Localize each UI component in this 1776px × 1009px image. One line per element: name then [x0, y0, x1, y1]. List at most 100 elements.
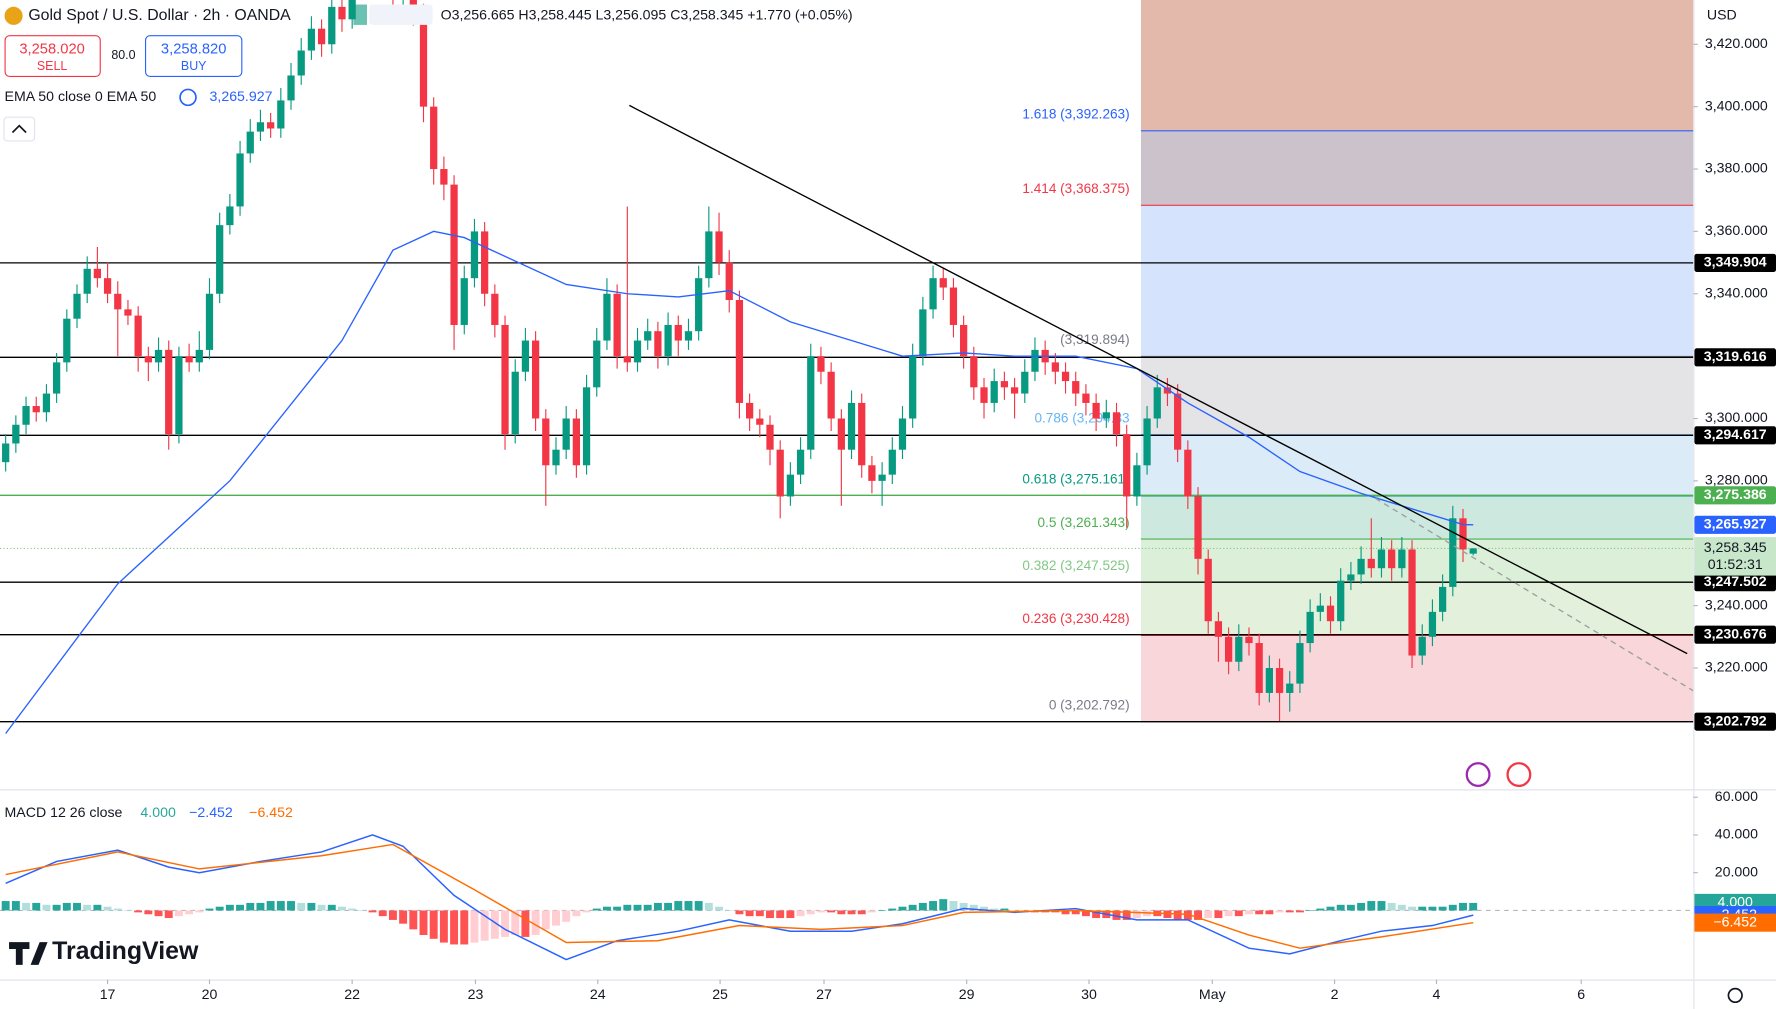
candle-body: [1082, 393, 1090, 403]
candle-body: [52, 362, 61, 394]
macd-histogram-bar: [358, 910, 367, 912]
fib-label: 0.382 (3,247.525): [1022, 558, 1129, 573]
candle-body: [481, 231, 489, 294]
sell-button[interactable]: [4, 35, 101, 78]
fib-zone: [1140, 539, 1694, 583]
macd-histogram-bar: [898, 906, 907, 911]
macd-histogram-bar: [62, 902, 71, 911]
macd-histogram-bar: [1112, 910, 1121, 920]
candle-body: [1438, 586, 1447, 612]
candle-body: [175, 356, 183, 435]
macd-histogram-bar: [806, 910, 815, 915]
flag-icon[interactable]: [1506, 762, 1532, 788]
candle-body: [32, 406, 40, 413]
macd-histogram-bar: [1000, 908, 1009, 911]
candle-body: [664, 324, 672, 357]
macd-histogram-bar: [1173, 910, 1182, 920]
candle-body: [1367, 558, 1375, 569]
candle-body: [1408, 549, 1416, 656]
candle-body: [756, 418, 764, 425]
macd-histogram-bar: [338, 906, 346, 911]
header-icons[interactable]: [369, 4, 433, 25]
countdown: 01:52:31: [1708, 556, 1763, 572]
symbol-icon: [4, 6, 23, 25]
ema-refresh-icon[interactable]: [179, 88, 197, 107]
candle-body: [603, 293, 611, 341]
macd-histogram-bar: [276, 901, 285, 911]
macd-histogram-bar: [704, 902, 713, 911]
macd-y-tick-label: 60.000: [1715, 788, 1758, 804]
macd-histogram-bar: [1061, 910, 1070, 915]
event-icon[interactable]: [1465, 762, 1491, 788]
macd-histogram-bar: [123, 910, 132, 912]
macd-histogram-bar: [602, 906, 611, 911]
macd-line-legend: −2.452: [189, 804, 233, 820]
macd-histogram-bar: [582, 910, 591, 913]
macd-histogram-bar: [633, 904, 642, 911]
collapse-button[interactable]: [3, 116, 36, 142]
buy-button[interactable]: [144, 35, 243, 78]
candle-body: [307, 28, 316, 51]
macd-histogram-bar: [439, 910, 448, 943]
macd-histogram-bar: [1010, 910, 1019, 912]
candle-body: [735, 300, 744, 403]
macd-histogram-bar: [1438, 906, 1447, 911]
price-badge: [1694, 573, 1776, 592]
macd-histogram-bar: [1346, 904, 1355, 911]
macd-histogram-bar: [1377, 901, 1386, 911]
candle-body: [827, 371, 835, 419]
candle-body: [715, 231, 723, 263]
macd-histogram-bar: [134, 910, 143, 913]
fib-zone: [1140, 0, 1694, 131]
candle-body: [1061, 371, 1070, 382]
candle-body: [205, 293, 214, 350]
candle-body: [267, 122, 275, 129]
macd-histogram-bar: [684, 901, 693, 911]
candle-body: [613, 293, 621, 357]
candle-body: [919, 309, 927, 357]
settings-icon[interactable]: [1727, 987, 1743, 1004]
candle-body: [1469, 548, 1477, 554]
macd-histogram-bar: [409, 910, 418, 930]
macd-histogram-bar: [980, 906, 988, 911]
candle-body: [1306, 611, 1314, 644]
candle-body: [114, 293, 122, 310]
fib-zone: [1140, 130, 1694, 206]
macd-histogram-bar: [1214, 910, 1223, 919]
macd-histogram-bar: [1397, 904, 1406, 911]
candle-body: [246, 131, 254, 154]
candle-body: [939, 278, 947, 288]
price-badge: [1694, 486, 1776, 505]
x-tick-label: 20: [202, 986, 218, 1002]
candle-body: [1418, 636, 1426, 656]
candle-body: [430, 106, 438, 170]
candle-body: [1184, 449, 1192, 497]
sell-label: SELL: [37, 59, 68, 73]
candle-body: [501, 324, 509, 435]
candle-body: [460, 278, 468, 325]
candle-body: [990, 381, 998, 403]
currency[interactable]: USD: [1707, 7, 1737, 23]
macd-histogram-bar: [511, 910, 520, 936]
candle-body: [1204, 558, 1212, 622]
candle-body: [542, 418, 550, 466]
macd-histogram-bar: [419, 910, 428, 936]
fib-zone: [1140, 582, 1694, 636]
macd-histogram-bar: [1295, 910, 1304, 913]
candle-body: [1010, 387, 1019, 394]
macd-histogram-bar: [225, 904, 234, 911]
trendline: [1375, 497, 1694, 692]
signal-line-legend: −6.452: [249, 804, 293, 820]
candle-body: [1275, 667, 1284, 693]
y-tick-label: 3,220.000: [1705, 659, 1768, 675]
macd-histogram-bar: [154, 910, 163, 917]
macd-y-tick-label: 20.000: [1715, 863, 1758, 879]
macd-hist-legend: 4.000: [140, 804, 176, 820]
candle-body: [470, 231, 479, 279]
buy-label: BUY: [181, 59, 207, 73]
candle-body: [725, 262, 733, 301]
macd-histogram-bar: [623, 904, 632, 911]
macd-histogram-bar: [643, 904, 652, 911]
last-price-badge: [1694, 537, 1776, 576]
